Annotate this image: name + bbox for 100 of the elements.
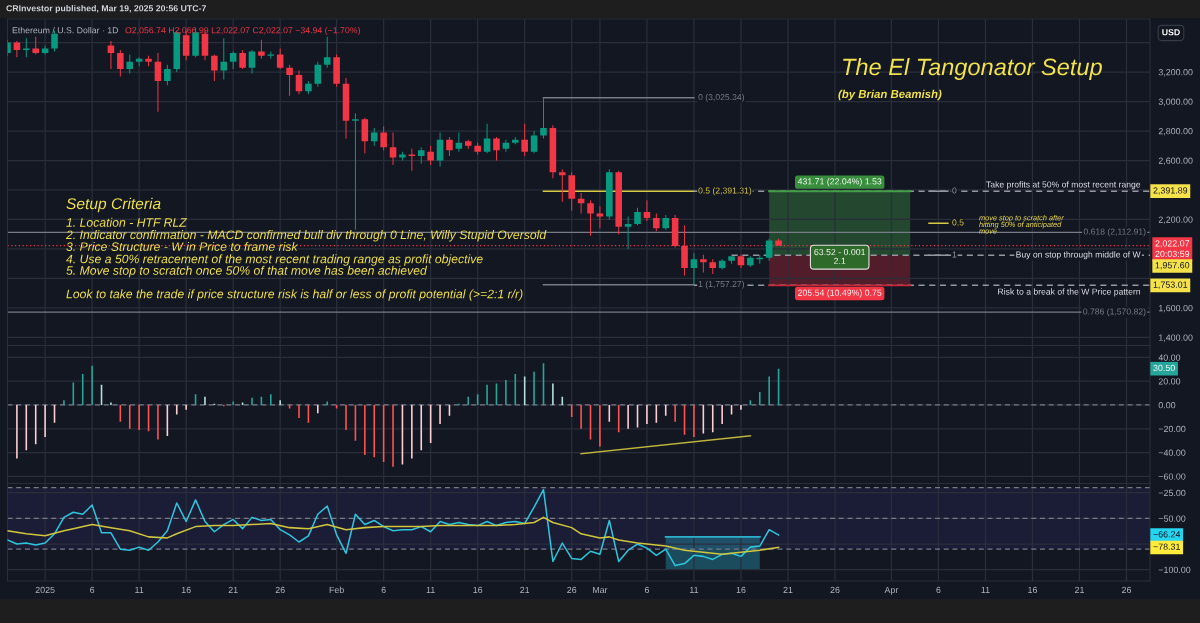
x-tick-label: 11 <box>690 586 699 593</box>
candlestick <box>154 52 162 112</box>
x-tick-label: 21 <box>520 586 530 593</box>
text: The El Tangonator Setup <box>843 58 1102 80</box>
x-tick-label: 6 <box>936 586 941 594</box>
annotation: 2,391.89 <box>1153 187 1188 195</box>
annotation: O2,056.74 H2,066.99 L2,022.07 C2,022.07 −34.94 (−1.70%) <box>125 26 360 36</box>
annotation: 431.71 (22.04%) 1.53 <box>797 178 882 187</box>
candlestick <box>135 57 143 67</box>
x-tick-label: 26 <box>275 586 285 594</box>
candlestick <box>690 253 698 285</box>
candlestick <box>380 126 387 151</box>
candlestick <box>107 41 115 70</box>
candlestick <box>737 254 745 269</box>
candlestick <box>276 48 284 70</box>
candlestick <box>549 125 557 179</box>
candlestick <box>117 49 124 77</box>
candlestick <box>399 151 406 161</box>
line-series <box>7 516 780 556</box>
candlestick <box>32 36 39 55</box>
ref-line-label: 0.618 (2,112.91) <box>1083 228 1146 237</box>
candlestick <box>352 113 359 230</box>
x-tick-label: 21 <box>1074 586 1084 593</box>
candlestick <box>41 45 49 55</box>
candlestick <box>747 256 754 267</box>
x-tick-label: 11 <box>426 586 435 593</box>
candlestick <box>653 213 660 232</box>
y-tick-label: 2,600.00 <box>1158 157 1193 165</box>
annotation: Setup Criteria <box>66 197 161 213</box>
y-tick-label: −50.00 <box>1158 515 1186 522</box>
candlestick <box>728 256 735 264</box>
y-tick-label: 2,800.00 <box>1158 128 1193 136</box>
y-tick-label: 2,200.00 <box>1158 216 1193 224</box>
y-tick-label: 20.00 <box>1158 378 1181 385</box>
candlestick <box>342 77 350 139</box>
candlestick <box>662 215 670 230</box>
series-label: 0.5 (2,391.31) <box>698 187 752 196</box>
candlestick <box>323 36 331 68</box>
x-tick-label: 6 <box>90 586 95 594</box>
annotation: −66.24 <box>1153 531 1181 538</box>
candlestick <box>474 142 481 155</box>
candlestick <box>634 207 641 226</box>
series-label: 0 (3,025.34) <box>698 93 745 102</box>
text: 2,022.07 20:03:59 <box>1155 240 1190 258</box>
candlestick <box>333 54 340 87</box>
annotation: Take profits at 50% of most recent range <box>986 181 1141 190</box>
x-tick-label: 16 <box>1028 586 1038 594</box>
annotation: 4. Use a 50% retracement of the most recent trading range as profit objective <box>66 254 483 266</box>
candlestick <box>765 238 773 261</box>
y-tick-label: 3,000.00 <box>1158 98 1193 106</box>
annotation: −78.31 <box>1153 543 1180 550</box>
x-tick-label: 21 <box>783 586 793 593</box>
candlestick <box>446 136 453 157</box>
candlestick <box>606 169 613 220</box>
x-tick-label: 2025 <box>35 586 55 594</box>
candlestick <box>559 169 566 202</box>
x-tick-label: 16 <box>473 586 483 594</box>
annotation: 63.52 - 0.001 2.1 <box>814 248 866 264</box>
candlestick <box>305 80 312 95</box>
annotation: Ethereum / U.S. Dollar · 1D <box>12 26 119 34</box>
annotation: Risk to a break of the W Price pattern <box>998 288 1141 297</box>
x-tick-label: Apr <box>884 586 899 595</box>
text: 1,957.60 <box>1155 262 1190 270</box>
series-label: 0.5 <box>952 219 964 226</box>
candlestick <box>455 132 463 152</box>
candlestick <box>211 54 218 81</box>
x-tick-label: 26 <box>567 586 577 594</box>
candlestick <box>464 139 472 149</box>
x-tick-label: 11 <box>981 586 990 593</box>
candlestick <box>540 97 547 139</box>
x-tick-label: 16 <box>736 586 746 594</box>
candlestick <box>615 170 623 235</box>
x-tick-label: 6 <box>644 586 650 594</box>
candlestick <box>596 206 604 229</box>
y-tick-label: 1,600.00 <box>1159 304 1193 313</box>
x-tick-label: 11 <box>135 586 144 593</box>
candlestick <box>502 139 510 152</box>
candlestick <box>23 38 30 58</box>
series-label: 1 (1,757.27) <box>698 280 745 289</box>
annotation: Buy on stop through middle of W <box>1016 251 1141 260</box>
candlestick <box>417 147 425 164</box>
candlestick <box>511 136 519 145</box>
candlestick <box>427 145 434 165</box>
text: USD <box>1162 29 1180 36</box>
candlestick <box>493 136 500 161</box>
y-tick-label: −60.00 <box>1158 473 1186 480</box>
candlestick <box>408 148 416 171</box>
x-tick-label: Feb <box>329 586 344 594</box>
annotation: 30.50 <box>1153 364 1175 372</box>
text: CRInvestor published, Mar 19, 2025 20:56 UTC-7 <box>6 4 206 14</box>
candlestick <box>239 49 246 70</box>
annotation: 5. Move stop to scratch once 50% of that move has been achieved <box>66 265 428 278</box>
candlestick <box>314 61 322 87</box>
series-label: 0 <box>952 187 957 194</box>
candlestick <box>483 123 491 154</box>
y-tick-label: 0.00 <box>1158 402 1176 409</box>
ref-line-label: 0.786 (1,570.82) <box>1083 308 1146 317</box>
y-tick-label: 3,200.00 <box>1158 69 1193 77</box>
candlestick <box>164 64 171 86</box>
x-tick-label: 16 <box>181 586 191 594</box>
